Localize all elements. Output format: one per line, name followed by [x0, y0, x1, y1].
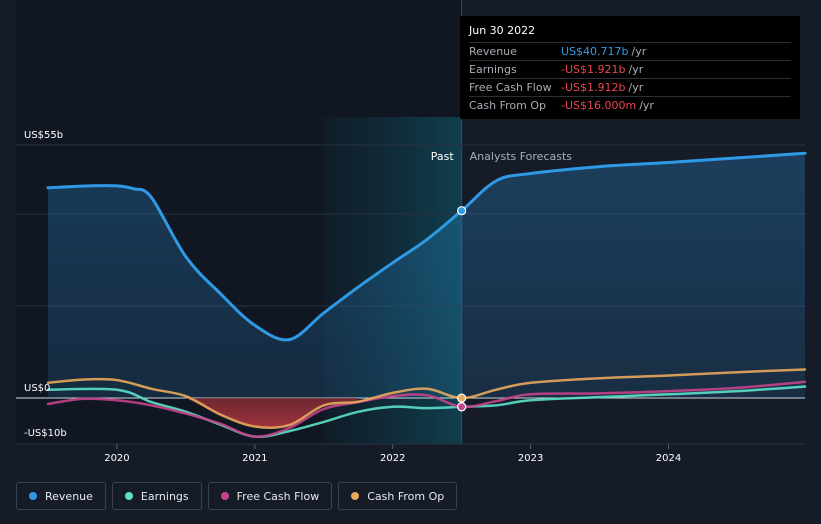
revenue-line — [46, 151, 807, 342]
tooltip: Jun 30 2022 Revenue US$40.717b /yr Earni… — [460, 16, 800, 119]
forecast-label: Analysts Forecasts — [470, 150, 573, 163]
legend-item-earnings[interactable]: Earnings — [111, 482, 202, 510]
past-label: Past — [431, 150, 455, 163]
tooltip-date: Jun 30 2022 — [469, 24, 536, 37]
cash-from-op-line — [46, 368, 807, 430]
legend-dot-icon — [124, 492, 133, 500]
x-tick-label: 2020 — [104, 453, 129, 464]
legend-item-cash-from-op[interactable]: Cash From Op — [338, 482, 458, 510]
loss-area — [185, 398, 359, 428]
tooltip-value: -US$1.912b — [561, 81, 626, 94]
tooltip-row-cash-from-op: Cash From Op -US$16.000m /yr — [469, 96, 791, 114]
tooltip-unit: /yr — [628, 81, 644, 94]
legend-label: Revenue — [45, 489, 93, 503]
legend-item-revenue[interactable]: Revenue — [16, 482, 106, 510]
tooltip-row-revenue: Revenue US$40.717b /yr — [469, 42, 791, 60]
x-tick-label: 2023 — [518, 453, 543, 464]
tooltip-value: -US$16.000m — [561, 99, 637, 112]
y-tick-label: -US$10b — [24, 428, 67, 439]
x-tick-label: 2022 — [380, 453, 405, 464]
revenue-area — [48, 153, 805, 398]
legend-item-free-cash-flow[interactable]: Free Cash Flow — [207, 482, 333, 510]
y-tick-label: US$55b — [24, 130, 63, 141]
x-tick-label: 2024 — [656, 453, 681, 464]
free-cash-flow-marker — [457, 402, 467, 412]
tooltip-value: US$40.717b — [561, 45, 629, 58]
tooltip-row-earnings: Earnings -US$1.921b /yr — [469, 60, 791, 78]
tooltip-unit: /yr — [631, 45, 647, 58]
tooltip-label: Cash From Op — [469, 99, 547, 112]
tooltip-unit: /yr — [639, 99, 654, 112]
legend-label: Free Cash Flow — [236, 489, 320, 503]
x-tick-label: 2021 — [242, 453, 267, 464]
tooltip-unit: /yr — [628, 63, 644, 76]
legend-label: Earnings — [140, 489, 189, 503]
legend-label: Cash From Op — [367, 489, 445, 503]
y-tick-label: US$0 — [24, 383, 50, 394]
tooltip-label: Free Cash Flow — [469, 81, 552, 94]
tooltip-label: Revenue — [469, 45, 517, 58]
legend: Revenue Earnings Free Cash Flow Cash Fro… — [16, 482, 458, 510]
earnings-line — [46, 385, 807, 439]
tooltip-value: -US$1.921b — [561, 63, 626, 76]
tooltip-label: Earnings — [469, 63, 517, 76]
tooltip-row-free-cash-flow: Free Cash Flow -US$1.912b /yr — [469, 78, 791, 96]
legend-dot-icon — [29, 492, 37, 500]
legend-dot-icon — [351, 492, 360, 500]
legend-dot-icon — [220, 492, 229, 500]
cash-from-op-marker — [457, 393, 467, 403]
revenue-marker — [457, 206, 467, 216]
